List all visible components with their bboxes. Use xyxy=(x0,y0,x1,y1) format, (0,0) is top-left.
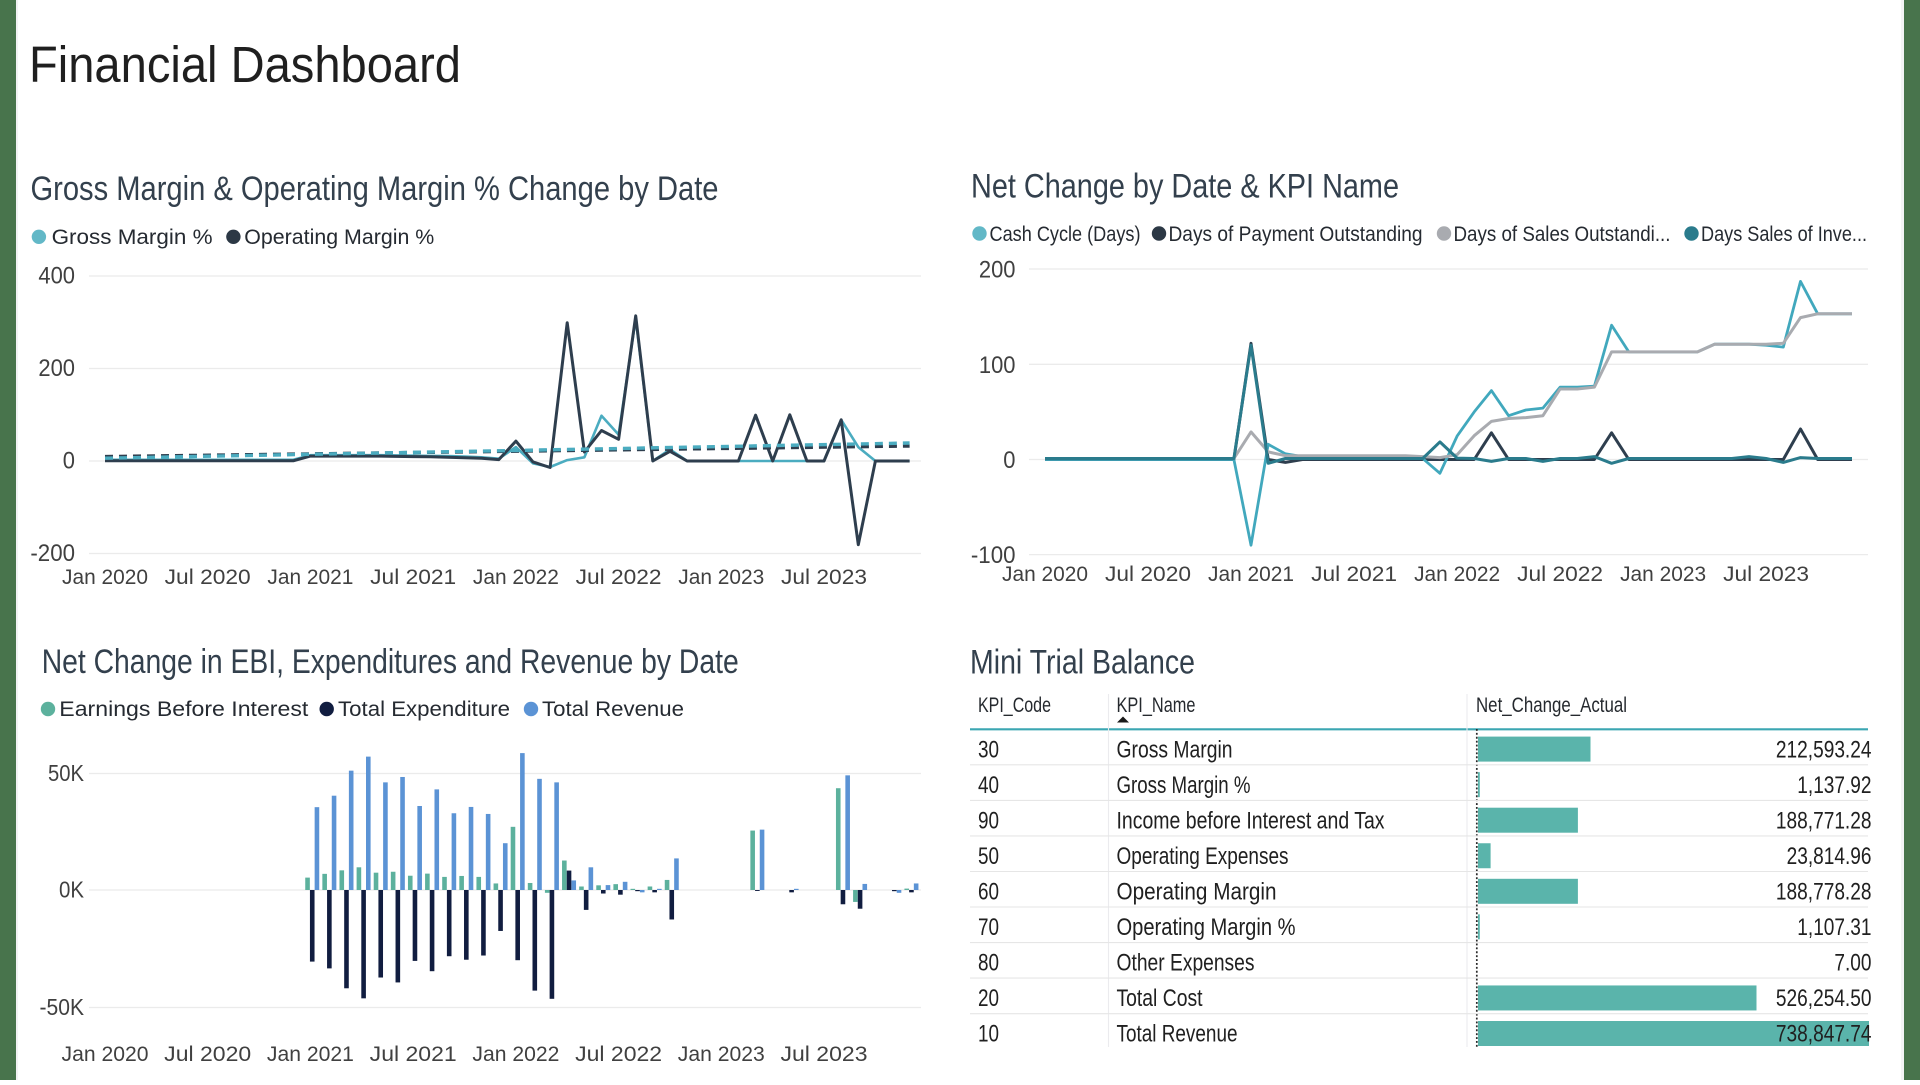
svg-text:-200: -200 xyxy=(30,540,75,567)
svg-text:100: 100 xyxy=(979,352,1016,379)
svg-text:KPI_Code: KPI_Code xyxy=(978,693,1051,717)
svg-text:Net Change in EBI, Expenditure: Net Change in EBI, Expenditures and Reve… xyxy=(42,643,739,681)
svg-text:1,137.92: 1,137.92 xyxy=(1797,772,1871,799)
svg-text:200: 200 xyxy=(38,355,75,382)
svg-text:Jan 2023: Jan 2023 xyxy=(678,1042,765,1066)
svg-text:188,778.28: 188,778.28 xyxy=(1776,879,1872,906)
svg-text:Operating Expenses: Operating Expenses xyxy=(1117,843,1289,870)
svg-text:Cash Cycle (Days): Cash Cycle (Days) xyxy=(990,223,1141,246)
svg-text:738,847.74: 738,847.74 xyxy=(1776,1021,1872,1048)
svg-text:Gross Margin: Gross Margin xyxy=(1117,736,1233,763)
svg-text:Operating Margin %: Operating Margin % xyxy=(1117,914,1296,941)
svg-text:Income before Interest and Tax: Income before Interest and Tax xyxy=(1117,807,1385,834)
svg-text:Net_Change_Actual: Net_Change_Actual xyxy=(1476,693,1627,717)
svg-text:Jul 2021: Jul 2021 xyxy=(370,1042,457,1066)
svg-text:40: 40 xyxy=(978,772,999,799)
svg-text:Net Change by Date & KPI Name: Net Change by Date & KPI Name xyxy=(971,168,1399,206)
svg-text:Days of Sales Outstandi...: Days of Sales Outstandi... xyxy=(1454,223,1671,246)
svg-text:Gross Margin & Operating Margi: Gross Margin & Operating Margin % Change… xyxy=(31,170,719,208)
svg-text:70: 70 xyxy=(978,914,999,941)
svg-text:Jan 2022: Jan 2022 xyxy=(472,1042,559,1066)
svg-text:50K: 50K xyxy=(48,760,84,786)
svg-text:50: 50 xyxy=(978,843,999,870)
svg-text:Jul 2023: Jul 2023 xyxy=(781,565,867,589)
svg-text:Jul 2023: Jul 2023 xyxy=(781,1042,868,1066)
svg-text:Jul 2023: Jul 2023 xyxy=(1723,562,1809,586)
svg-text:200: 200 xyxy=(979,257,1016,284)
svg-text:Operating Margin: Operating Margin xyxy=(1117,879,1277,906)
svg-text:Days of Payment Outstanding: Days of Payment Outstanding xyxy=(1169,223,1423,246)
svg-text:Gross Margin %: Gross Margin % xyxy=(1117,772,1251,799)
svg-text:Jul 2022: Jul 2022 xyxy=(576,565,662,589)
svg-text:30: 30 xyxy=(978,736,999,763)
svg-text:188,771.28: 188,771.28 xyxy=(1776,807,1872,834)
svg-text:Jan 2020: Jan 2020 xyxy=(1002,562,1088,586)
svg-text:Jan 2023: Jan 2023 xyxy=(678,565,764,589)
svg-text:Jan 2020: Jan 2020 xyxy=(62,1042,149,1066)
svg-text:10: 10 xyxy=(978,1021,999,1048)
svg-text:Jan 2021: Jan 2021 xyxy=(267,1042,354,1066)
svg-text:Jan 2022: Jan 2022 xyxy=(473,565,559,589)
svg-text:-100: -100 xyxy=(971,542,1016,569)
svg-text:Financial Dashboard: Financial Dashboard xyxy=(29,36,461,93)
svg-text:0: 0 xyxy=(63,448,75,475)
svg-text:Jan 2021: Jan 2021 xyxy=(267,565,353,589)
svg-text:80: 80 xyxy=(978,950,999,977)
svg-text:Jul 2020: Jul 2020 xyxy=(1105,562,1191,586)
svg-text:KPI_Name: KPI_Name xyxy=(1117,693,1196,717)
svg-text:Operating Margin %: Operating Margin % xyxy=(244,226,434,249)
svg-text:60: 60 xyxy=(978,879,999,906)
svg-text:0: 0 xyxy=(1003,447,1015,474)
svg-text:Earnings Before Interest: Earnings Before Interest xyxy=(59,698,308,721)
svg-text:0K: 0K xyxy=(59,876,84,902)
svg-text:1,107.31: 1,107.31 xyxy=(1797,914,1871,941)
svg-text:526,254.50: 526,254.50 xyxy=(1776,985,1872,1012)
svg-text:Jul 2020: Jul 2020 xyxy=(165,565,251,589)
svg-text:212,593.24: 212,593.24 xyxy=(1776,736,1872,763)
svg-text:Jul 2020: Jul 2020 xyxy=(164,1042,251,1066)
svg-text:Jan 2021: Jan 2021 xyxy=(1208,562,1294,586)
svg-text:90: 90 xyxy=(978,807,999,834)
svg-text:Jul 2022: Jul 2022 xyxy=(1517,562,1603,586)
svg-text:Total Cost: Total Cost xyxy=(1117,985,1203,1012)
svg-text:Days Sales of Inve...: Days Sales of Inve... xyxy=(1701,223,1867,246)
svg-text:Jul 2022: Jul 2022 xyxy=(575,1042,662,1066)
svg-text:Mini Trial Balance: Mini Trial Balance xyxy=(970,644,1195,682)
svg-text:Jan 2023: Jan 2023 xyxy=(1620,562,1706,586)
svg-text:-50K: -50K xyxy=(40,994,85,1020)
svg-text:Other Expenses: Other Expenses xyxy=(1117,950,1255,977)
svg-text:Total Revenue: Total Revenue xyxy=(542,698,684,721)
svg-text:Jan 2022: Jan 2022 xyxy=(1414,562,1500,586)
svg-text:Total Revenue: Total Revenue xyxy=(1117,1021,1238,1048)
svg-text:Jan 2020: Jan 2020 xyxy=(62,565,148,589)
svg-text:Jul 2021: Jul 2021 xyxy=(370,565,456,589)
svg-text:Jul 2021: Jul 2021 xyxy=(1311,562,1397,586)
svg-text:400: 400 xyxy=(38,263,75,290)
svg-text:Total Expenditure: Total Expenditure xyxy=(338,698,510,721)
svg-text:Gross Margin %: Gross Margin % xyxy=(52,226,213,249)
svg-text:20: 20 xyxy=(978,985,999,1012)
svg-text:23,814.96: 23,814.96 xyxy=(1787,843,1872,870)
svg-text:7.00: 7.00 xyxy=(1834,950,1871,977)
